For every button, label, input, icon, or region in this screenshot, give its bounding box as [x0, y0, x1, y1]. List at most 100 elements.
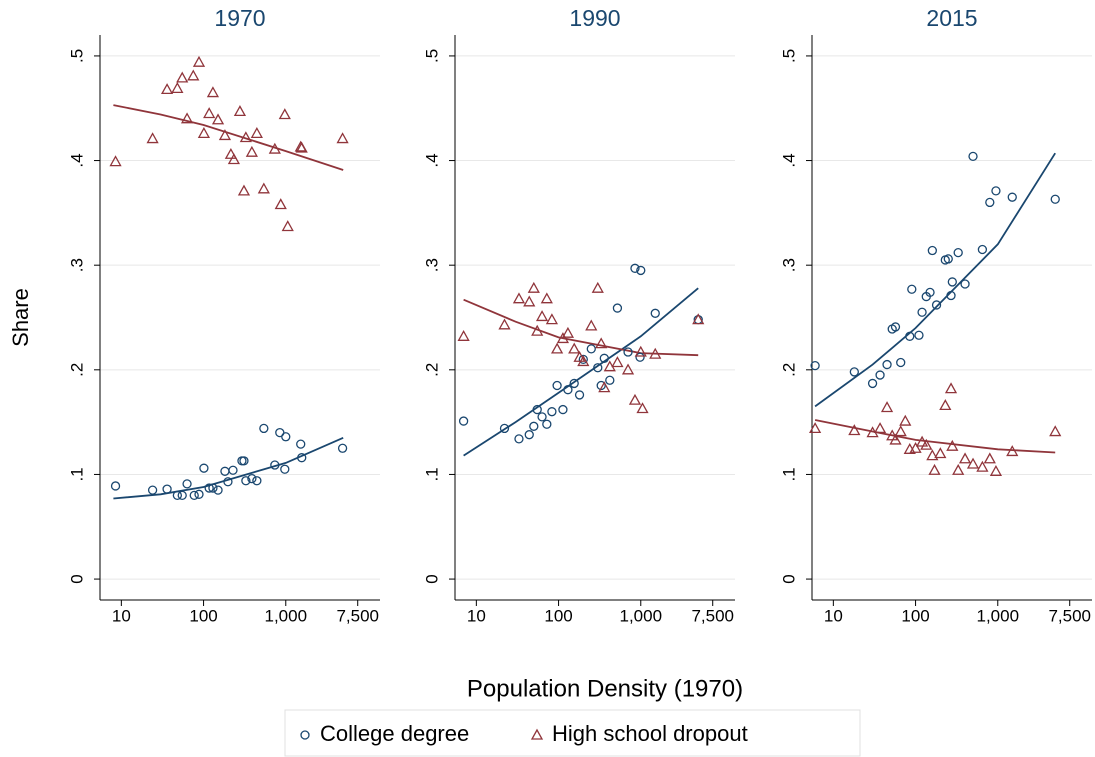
point [636, 265, 646, 276]
x-tick-label: 100 [901, 606, 929, 625]
y-tick-label: .3 [67, 258, 86, 272]
point [281, 220, 294, 232]
point [920, 438, 933, 450]
point [889, 433, 902, 445]
point [213, 485, 223, 495]
point [875, 370, 885, 380]
point [499, 423, 510, 434]
point [337, 443, 348, 453]
point [274, 198, 287, 210]
point [586, 344, 596, 354]
point [295, 141, 308, 153]
point [199, 463, 209, 473]
point [882, 359, 892, 370]
point [880, 401, 894, 413]
point [960, 279, 970, 289]
point [146, 132, 159, 144]
point [976, 460, 989, 472]
point [595, 337, 608, 349]
point [985, 197, 995, 208]
point [568, 342, 581, 354]
point [650, 308, 660, 318]
point [192, 55, 206, 67]
x-tick-label: 10 [824, 606, 843, 625]
point [177, 490, 187, 501]
point [598, 381, 611, 393]
point [977, 244, 988, 255]
y-tick-label: .5 [422, 49, 441, 63]
x-tick-label: 7,500 [336, 606, 379, 625]
panel-title: 1970 [214, 5, 265, 31]
point [983, 452, 996, 464]
point [280, 464, 290, 474]
fit-line [463, 287, 699, 457]
point [458, 416, 469, 426]
fit-line [814, 152, 1056, 408]
point [245, 145, 258, 157]
point [574, 390, 585, 400]
point [498, 318, 511, 330]
y-tick-label: .1 [779, 467, 798, 481]
legend-marker [300, 730, 310, 740]
point [194, 489, 204, 499]
y-tick-label: 0 [422, 574, 441, 583]
point [849, 367, 859, 377]
point [203, 107, 216, 119]
legend-label: College degree [320, 721, 469, 746]
y-axis-label: Share [8, 288, 33, 347]
point [563, 385, 573, 395]
point [605, 375, 615, 385]
point [612, 303, 623, 313]
point [206, 86, 220, 98]
point [227, 153, 241, 165]
point [180, 112, 194, 124]
point [297, 453, 307, 463]
x-tick-label: 10 [467, 606, 486, 625]
point [532, 404, 542, 415]
point [848, 424, 861, 436]
point [239, 456, 249, 466]
point [233, 105, 247, 117]
point [160, 83, 174, 95]
point [537, 412, 547, 422]
x-tick-label: 10 [112, 606, 131, 625]
point [171, 82, 184, 94]
point [890, 322, 901, 332]
point [241, 476, 251, 486]
point [1050, 194, 1060, 204]
point [252, 476, 262, 486]
point [545, 313, 559, 325]
point [947, 277, 957, 287]
point [917, 307, 927, 317]
point [208, 483, 218, 493]
point [591, 281, 604, 293]
point [966, 457, 980, 469]
point [1006, 445, 1019, 457]
point [989, 464, 1003, 476]
point [535, 310, 549, 322]
legend-label: High school dropout [552, 721, 748, 746]
x-tick-label: 7,500 [1048, 606, 1091, 625]
point [197, 127, 211, 139]
point [573, 350, 586, 362]
point [635, 352, 645, 362]
point [147, 485, 158, 495]
point [925, 287, 935, 298]
point [187, 69, 200, 81]
point [1049, 425, 1062, 437]
point [531, 324, 544, 336]
point [218, 129, 232, 141]
point [810, 360, 820, 371]
x-tick-label: 100 [189, 606, 217, 625]
point [926, 449, 939, 461]
point [239, 131, 252, 143]
y-tick-label: .4 [67, 153, 86, 167]
point [896, 357, 906, 368]
point [270, 460, 280, 470]
y-tick-label: .1 [422, 467, 441, 481]
point [914, 330, 924, 340]
point [909, 441, 922, 453]
point [211, 113, 225, 125]
point [634, 345, 647, 357]
